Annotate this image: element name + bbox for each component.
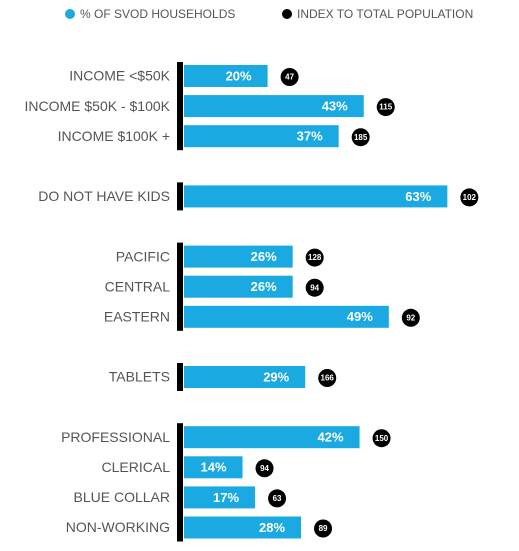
index-marker (314, 519, 333, 538)
index-label: 94 (310, 283, 319, 292)
bar (184, 245, 293, 268)
category-label: DO NOT HAVE KIDS (38, 188, 170, 204)
index-label: 94 (260, 464, 269, 473)
value-label: 26% (251, 279, 277, 294)
axis-line (177, 182, 183, 211)
index-label: 47 (285, 73, 294, 82)
category-label: INCOME $100K + (58, 128, 170, 144)
axis-line (177, 423, 183, 542)
bar (184, 305, 389, 328)
value-label: 37% (297, 129, 323, 144)
index-marker (372, 429, 391, 448)
index-label: 185 (354, 133, 368, 142)
category-label: PROFESSIONAL (61, 429, 170, 445)
category-label: INCOME $50K - $100K (24, 98, 170, 114)
index-marker (268, 489, 287, 508)
index-label: 92 (406, 313, 415, 322)
bar (184, 486, 256, 509)
category-label: EASTERN (104, 309, 170, 325)
index-marker (460, 188, 479, 207)
value-label: 29% (263, 369, 289, 384)
category-label: TABLETS (109, 369, 170, 385)
category-label: NON-WORKING (66, 519, 170, 535)
index-marker (401, 308, 420, 327)
value-label: 42% (318, 430, 344, 445)
category-label: CLERICAL (102, 459, 171, 475)
axis-line (177, 62, 183, 151)
legend-label: INDEX TO TOTAL POPULATION (297, 7, 473, 21)
value-label: 28% (259, 520, 285, 535)
value-label: 43% (322, 99, 348, 114)
bar (184, 275, 293, 298)
value-label: 49% (347, 309, 373, 324)
index-marker (280, 68, 299, 86)
bar (184, 366, 306, 388)
bar (184, 65, 268, 87)
value-label: 63% (405, 189, 431, 204)
category-label: CENTRAL (105, 278, 171, 294)
index-label: 102 (463, 193, 477, 202)
axis-line (177, 242, 183, 331)
legend-swatch (65, 9, 75, 19)
index-label: 166 (321, 374, 335, 383)
bar (184, 125, 339, 148)
index-label: 150 (375, 434, 389, 443)
index-marker (376, 98, 395, 117)
index-label: 128 (308, 253, 322, 262)
axis-line (177, 363, 183, 391)
index-marker (318, 369, 337, 387)
bar (184, 516, 302, 539)
index-label: 89 (319, 524, 328, 533)
legend-swatch (282, 9, 292, 19)
value-label: 17% (213, 490, 239, 505)
index-label: 63 (273, 494, 282, 503)
index-marker (255, 459, 274, 478)
index-label: 115 (379, 103, 392, 112)
index-marker (305, 278, 324, 297)
category-label: INCOME <$50K (69, 68, 170, 84)
value-label: 26% (251, 249, 277, 264)
bar (184, 426, 360, 449)
index-marker (351, 128, 370, 147)
bar (184, 185, 448, 208)
value-label: 20% (226, 68, 252, 83)
bar (184, 456, 243, 479)
category-label: BLUE COLLAR (74, 489, 170, 505)
index-marker (305, 248, 324, 267)
category-label: PACIFIC (116, 248, 170, 264)
legend-label: % OF SVOD HOUSEHOLDS (80, 7, 235, 21)
bar (184, 95, 364, 118)
value-label: 14% (200, 460, 226, 475)
